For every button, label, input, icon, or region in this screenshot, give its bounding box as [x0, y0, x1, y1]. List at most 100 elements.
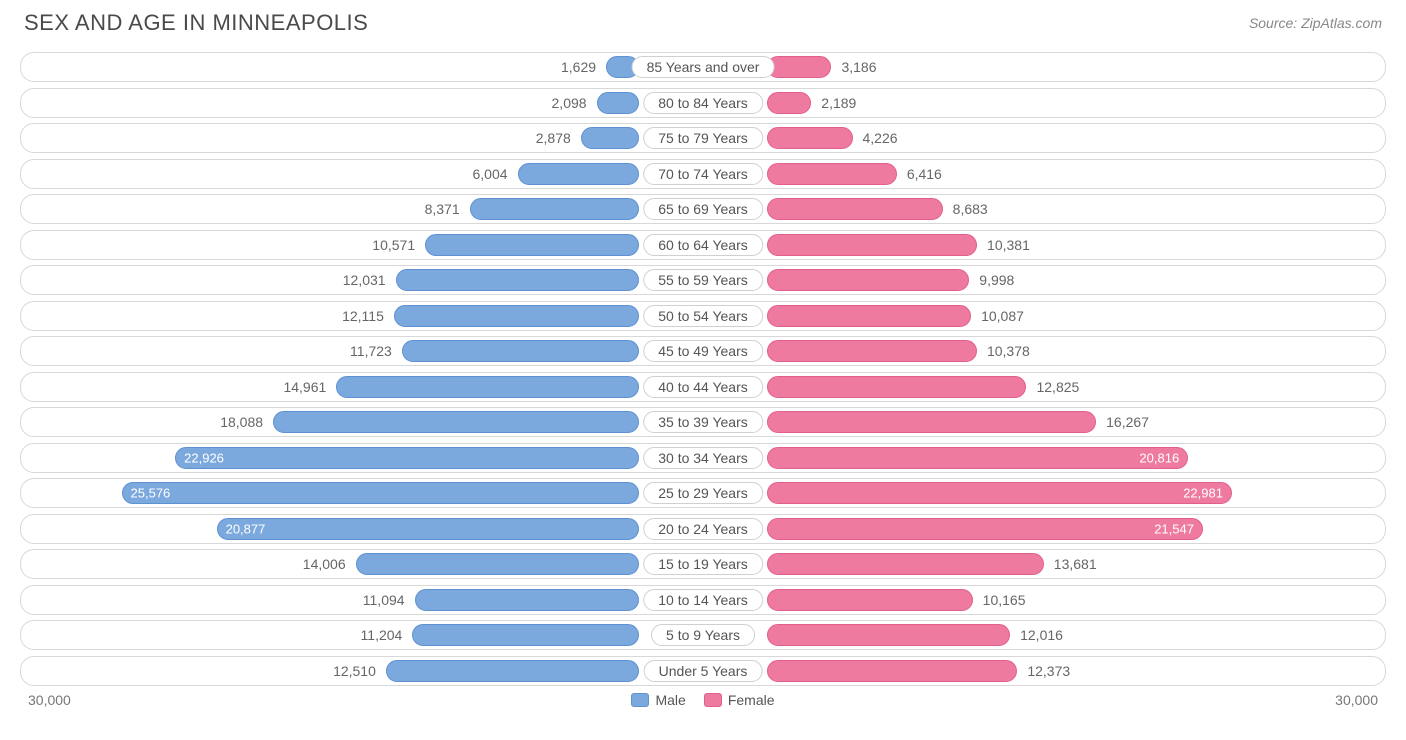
male-bar: 20,877 [217, 518, 639, 540]
legend-label-female: Female [728, 692, 775, 708]
male-bar [412, 624, 639, 646]
legend-label-male: Male [655, 692, 685, 708]
chart-footer: 30,000 Male Female 30,000 [20, 692, 1386, 708]
female-value: 12,373 [1027, 663, 1070, 679]
male-value: 11,094 [363, 592, 405, 608]
pyramid-row: 50 to 54 Years 12,115 10,087 [20, 301, 1386, 331]
male-value: 10,571 [372, 237, 415, 253]
age-group-label: 30 to 34 Years [643, 447, 763, 469]
female-value: 2,189 [821, 95, 856, 111]
female-value: 10,381 [987, 237, 1030, 253]
pyramid-row: 40 to 44 Years 14,961 12,825 [20, 372, 1386, 402]
female-bar [767, 269, 969, 291]
age-group-label: 10 to 14 Years [643, 589, 763, 611]
chart-header: SEX AND AGE IN MINNEAPOLIS Source: ZipAt… [20, 10, 1386, 36]
age-group-label: 5 to 9 Years [651, 624, 755, 646]
female-value: 22,981 [1183, 486, 1223, 501]
pyramid-row: Under 5 Years12,51012,373 [20, 656, 1386, 686]
female-bar [767, 589, 973, 611]
legend-item-female: Female [704, 692, 775, 708]
male-value: 6,004 [472, 166, 507, 182]
female-value: 16,267 [1106, 414, 1149, 430]
male-bar: 25,576 [122, 482, 639, 504]
age-group-label: 80 to 84 Years [643, 92, 763, 114]
age-group-label: 60 to 64 Years [643, 234, 763, 256]
male-bar [386, 660, 639, 682]
age-group-label: 25 to 29 Years [643, 482, 763, 504]
female-value: 6,416 [907, 166, 942, 182]
male-bar [336, 376, 639, 398]
male-bar [581, 127, 639, 149]
male-value: 20,877 [226, 521, 266, 536]
female-value: 9,998 [979, 272, 1014, 288]
male-bar [394, 305, 639, 327]
female-value: 8,683 [953, 201, 988, 217]
pyramid-row: 55 to 59 Years12,0319,998 [20, 265, 1386, 295]
male-bar [425, 234, 639, 256]
male-bar [470, 198, 639, 220]
male-bar [415, 589, 639, 611]
pyramid-row: 80 to 84 Years 2,098 2,189 [20, 88, 1386, 118]
pyramid-row: 35 to 39 Years18,08816,267 [20, 407, 1386, 437]
female-value: 12,825 [1036, 379, 1079, 395]
age-group-label: 70 to 74 Years [643, 163, 763, 185]
female-bar [767, 660, 1017, 682]
legend-swatch-female [704, 693, 722, 707]
pyramid-row: 15 to 19 Years 14,006 13,681 [20, 549, 1386, 579]
population-pyramid-chart: 85 Years and over1,6293,18680 to 84 Year… [20, 52, 1386, 686]
male-value: 14,961 [283, 379, 326, 395]
female-bar: 22,981 [767, 482, 1232, 504]
male-value: 25,576 [131, 486, 171, 501]
male-bar [396, 269, 639, 291]
age-group-label: 65 to 69 Years [643, 198, 763, 220]
male-value: 18,088 [220, 414, 263, 430]
male-value: 11,723 [350, 343, 392, 359]
age-group-label: 15 to 19 Years [643, 553, 763, 575]
male-value: 2,878 [536, 130, 571, 146]
legend: Male Female [631, 692, 774, 708]
age-group-label: 50 to 54 Years [643, 305, 763, 327]
male-bar [597, 92, 639, 114]
pyramid-row: 25 to 29 Years 25,576 22,981 [20, 478, 1386, 508]
female-value: 12,016 [1020, 627, 1063, 643]
pyramid-row: 85 Years and over1,6293,186 [20, 52, 1386, 82]
female-bar [767, 411, 1096, 433]
age-group-label: 40 to 44 Years [643, 376, 763, 398]
male-value: 2,098 [552, 95, 587, 111]
female-bar: 21,547 [767, 518, 1203, 540]
female-bar [767, 553, 1044, 575]
axis-max-right: 30,000 [1335, 692, 1378, 708]
pyramid-row: 10 to 14 Years 11,094 10,165 [20, 585, 1386, 615]
male-value: 1,629 [561, 59, 596, 75]
female-value: 3,186 [841, 59, 876, 75]
age-group-label: 75 to 79 Years [643, 127, 763, 149]
male-value: 22,926 [184, 450, 224, 465]
male-value: 12,115 [342, 308, 384, 324]
female-bar [767, 376, 1026, 398]
female-value: 10,087 [981, 308, 1024, 324]
female-value: 13,681 [1054, 556, 1097, 572]
female-bar [767, 92, 811, 114]
age-group-label: 20 to 24 Years [643, 518, 763, 540]
axis-max-left: 30,000 [28, 692, 71, 708]
age-group-label: 45 to 49 Years [643, 340, 763, 362]
female-value: 10,165 [983, 592, 1026, 608]
female-bar: 20,816 [767, 447, 1188, 469]
male-bar [273, 411, 639, 433]
female-bar [767, 305, 971, 327]
male-bar [518, 163, 639, 185]
female-value: 4,226 [863, 130, 898, 146]
female-value: 21,547 [1154, 521, 1194, 536]
male-bar [356, 553, 639, 575]
female-value: 20,816 [1139, 450, 1179, 465]
male-value: 12,031 [343, 272, 386, 288]
pyramid-row: 70 to 74 Years 6,004 6,416 [20, 159, 1386, 189]
pyramid-row: 60 to 64 Years 10,571 10,381 [20, 230, 1386, 260]
male-value: 14,006 [303, 556, 346, 572]
age-group-label: Under 5 Years [644, 660, 763, 682]
male-value: 8,371 [425, 201, 460, 217]
legend-swatch-male [631, 693, 649, 707]
female-bar [767, 624, 1010, 646]
pyramid-row: 20 to 24 Years 20,877 21,547 [20, 514, 1386, 544]
female-bar [767, 163, 897, 185]
